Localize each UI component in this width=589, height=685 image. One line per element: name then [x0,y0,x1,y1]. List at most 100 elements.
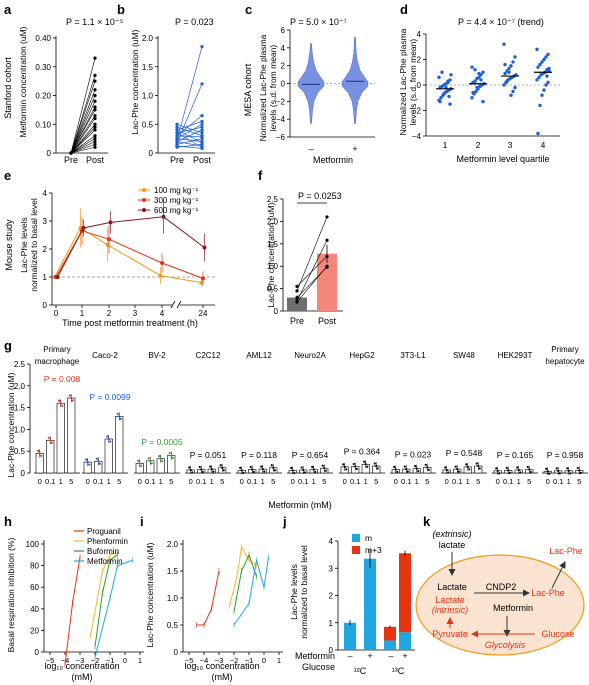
g-replicate-point [519,471,522,474]
g-dose-label: 0 [394,477,398,486]
c-ytick-label: −6 [276,133,286,142]
g-dose-label: 0 [240,477,244,486]
d-xcat-label: 2 [476,140,481,150]
g-replicate-point [498,472,501,475]
f-ytick-label: 1.0 [267,262,279,271]
g-replicate-point [159,457,162,460]
g-dose-label: 5 [425,477,429,486]
g-cellline-name: macrophage [35,357,80,366]
panel-j-row2-label: Glucose [302,662,335,672]
d-xcat-label: 1 [443,140,448,150]
g-replicate-point [59,402,62,405]
k-arrow-lacphe-out [551,561,566,589]
panel-g-xlabel: Metformin (mM) [268,500,332,510]
g-replicate-point [212,470,215,473]
g-replicate-point [456,467,459,471]
k-metformin: Metformin [493,603,533,613]
g-replicate-point [95,457,98,460]
i-xtick-label: 0 [262,656,266,665]
panel-b-xcat-pre: Pre [170,155,184,165]
a-subject-line [70,135,96,154]
e-ytick-label: 0 [43,301,48,310]
g-replicate-point [427,468,430,471]
pathway-diagram: (extrinsic) lactate Lactate CNDP2 Lac-Ph… [415,529,585,656]
i-series-line [233,553,257,612]
j-legend-label: m+3 [365,545,382,555]
g-replicate-point [517,468,520,472]
d-point [442,92,446,96]
d-point [542,88,546,92]
d-ytick-label: 0 [417,81,422,90]
b-ytick-label: 0.5 [142,120,154,129]
g-replicate-point [249,465,252,469]
c-violin [297,43,325,124]
panel-c-ylabel1: Normalized Lac-Phe plasma [258,34,268,141]
f-ytick-label: 1.5 [267,240,279,249]
a-subject-line [70,58,96,154]
e-point [108,220,113,225]
g-ytick-label: 2.0 [14,382,26,391]
g-replicate-point [555,467,558,470]
d-point [439,96,443,100]
h-series-line [94,554,118,647]
g-replicate-point [393,465,396,469]
e-series-line [57,216,205,278]
g-replicate-point [444,466,447,469]
j-bar-segment [399,632,411,650]
g-replicate-point [98,462,101,465]
g-dose-label: 0.1 [350,477,360,486]
j-legend-label: m [365,533,372,543]
g-replicate-point [209,465,212,468]
e-point [55,275,60,279]
d-point [505,79,509,83]
a-ytick-label: 0.20 [35,92,51,101]
panel-d-pvalue: P = 4.4 × 10⁻⁷ (trend) [458,17,544,27]
g-dose-label: 1 [517,477,521,486]
g-dose-label: 1 [364,477,368,486]
d-point [502,83,506,87]
g-replicate-point [270,464,273,467]
panel-letter-i: i [140,514,144,529]
g-pvalue: P = 0.364 [344,446,381,456]
a-subject-point [93,114,97,118]
j-bar-segment [364,558,376,650]
a-subject-point [93,122,97,126]
h-xtick-label: 1 [138,656,142,665]
g-replicate-point [300,466,303,469]
g-cellline-name: Neuro2A [294,351,326,360]
g-replicate-point [70,396,73,400]
f-pair-line [296,240,328,302]
a-subject-point [93,79,97,83]
b-subject-line [176,123,203,134]
g-ytick-label: 1.5 [14,404,26,413]
g-replicate-point [40,454,43,457]
g-replicate-point [558,472,561,475]
g-replicate-point [373,462,376,465]
g-replicate-point [272,466,275,469]
g-replicate-point [355,467,358,471]
e-legend-label: 300 mg kg⁻¹ [154,196,199,205]
e-xtick-label: 24 [199,309,208,318]
g-cellline-name: HEK293T [498,351,533,360]
d-point [511,89,515,94]
b-subject-point [175,125,179,129]
b-subject-line [176,138,203,145]
e-legend-label: 600 mg kg⁻¹ [154,206,199,215]
g-replicate-point [38,452,41,455]
i-ytick-label: 1.5 [167,567,179,576]
d-point [438,99,442,104]
i-ytick-label: 2.0 [167,540,179,549]
h-ytick-label: 100 [26,540,40,549]
g-dose-label: 0 [138,477,142,486]
g-replicate-point [58,399,61,402]
panel-letter-a: a [4,2,12,17]
b-subject-point [200,122,204,126]
d-point [507,66,511,71]
g-dose-label: 1 [210,477,214,486]
g-replicate-point [366,465,369,468]
j-ytick-label: 1 [329,619,334,628]
b-subject-line [176,129,203,143]
panel-e-side-label: Mouse study [4,219,14,271]
f-ytick-label: 0.5 [267,285,279,294]
